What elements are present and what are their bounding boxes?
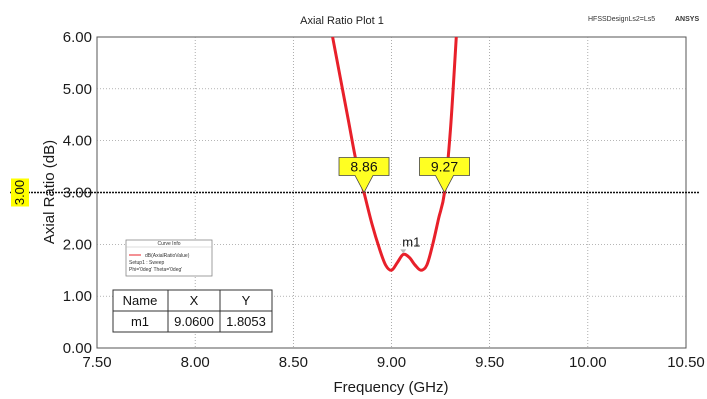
table-header-y: Y (242, 293, 251, 308)
reference-line-group: 3.00 (10, 178, 700, 207)
reference-label-bg (11, 178, 29, 207)
table-cell-name: m1 (131, 314, 149, 329)
point-marker[interactable] (400, 249, 407, 254)
y-tick-label: 6.00 (63, 29, 92, 46)
x-tick-label: 9.00 (377, 354, 406, 371)
marker-label: 8.86 (350, 159, 377, 175)
reference-label: 3.00 (12, 180, 27, 205)
x-tick-label: 9.50 (475, 354, 504, 371)
x-tick-label: 8.50 (279, 354, 308, 371)
y-tick-label: 4.00 (63, 133, 92, 150)
x-tick-label: 10.00 (569, 354, 607, 371)
y-tick-label: 1.00 (63, 288, 92, 305)
brand-logo: ANSYS (675, 16, 699, 23)
legend-setup: Setup1 : Sweep (129, 260, 165, 266)
marker-flag[interactable]: 9.27 (419, 157, 470, 194)
x-tick-label: 7.50 (82, 354, 111, 371)
table-cell-x: 9.0600 (174, 314, 214, 329)
table-header-x: X (190, 293, 199, 308)
marker-label: 9.27 (431, 159, 458, 175)
legend-angles: Phi='0deg' Theta='0deg' (129, 267, 182, 273)
y-tick-label: 5.00 (63, 81, 92, 98)
chart-title: Axial Ratio Plot 1 (300, 15, 384, 27)
design-name: HFSSDesignLs2=Ls5 (588, 16, 655, 23)
legend-entry: dB(AxialRatioValue) (145, 253, 190, 259)
marker-table: Name X Y m1 9.0600 1.8053 (112, 289, 273, 333)
curve-info-legend[interactable]: Curve Info dB(AxialRatioValue) Setup1 : … (125, 239, 213, 277)
marker-group: 8.86 9.27 m1 (338, 157, 470, 254)
table-header-name: Name (123, 293, 158, 308)
y-tick-label: 2.00 (63, 236, 92, 253)
point-marker-label: m1 (402, 234, 420, 249)
x-tick-label: 10.50 (667, 354, 705, 371)
marker-flag[interactable]: 8.86 (338, 157, 390, 194)
x-axis-label: Frequency (GHz) (333, 379, 448, 396)
x-tick-label: 8.00 (181, 354, 210, 371)
table-cell-y: 1.8053 (226, 314, 266, 329)
y-tick-label: 0.00 (63, 340, 92, 357)
legend-title: Curve Info (157, 241, 180, 247)
